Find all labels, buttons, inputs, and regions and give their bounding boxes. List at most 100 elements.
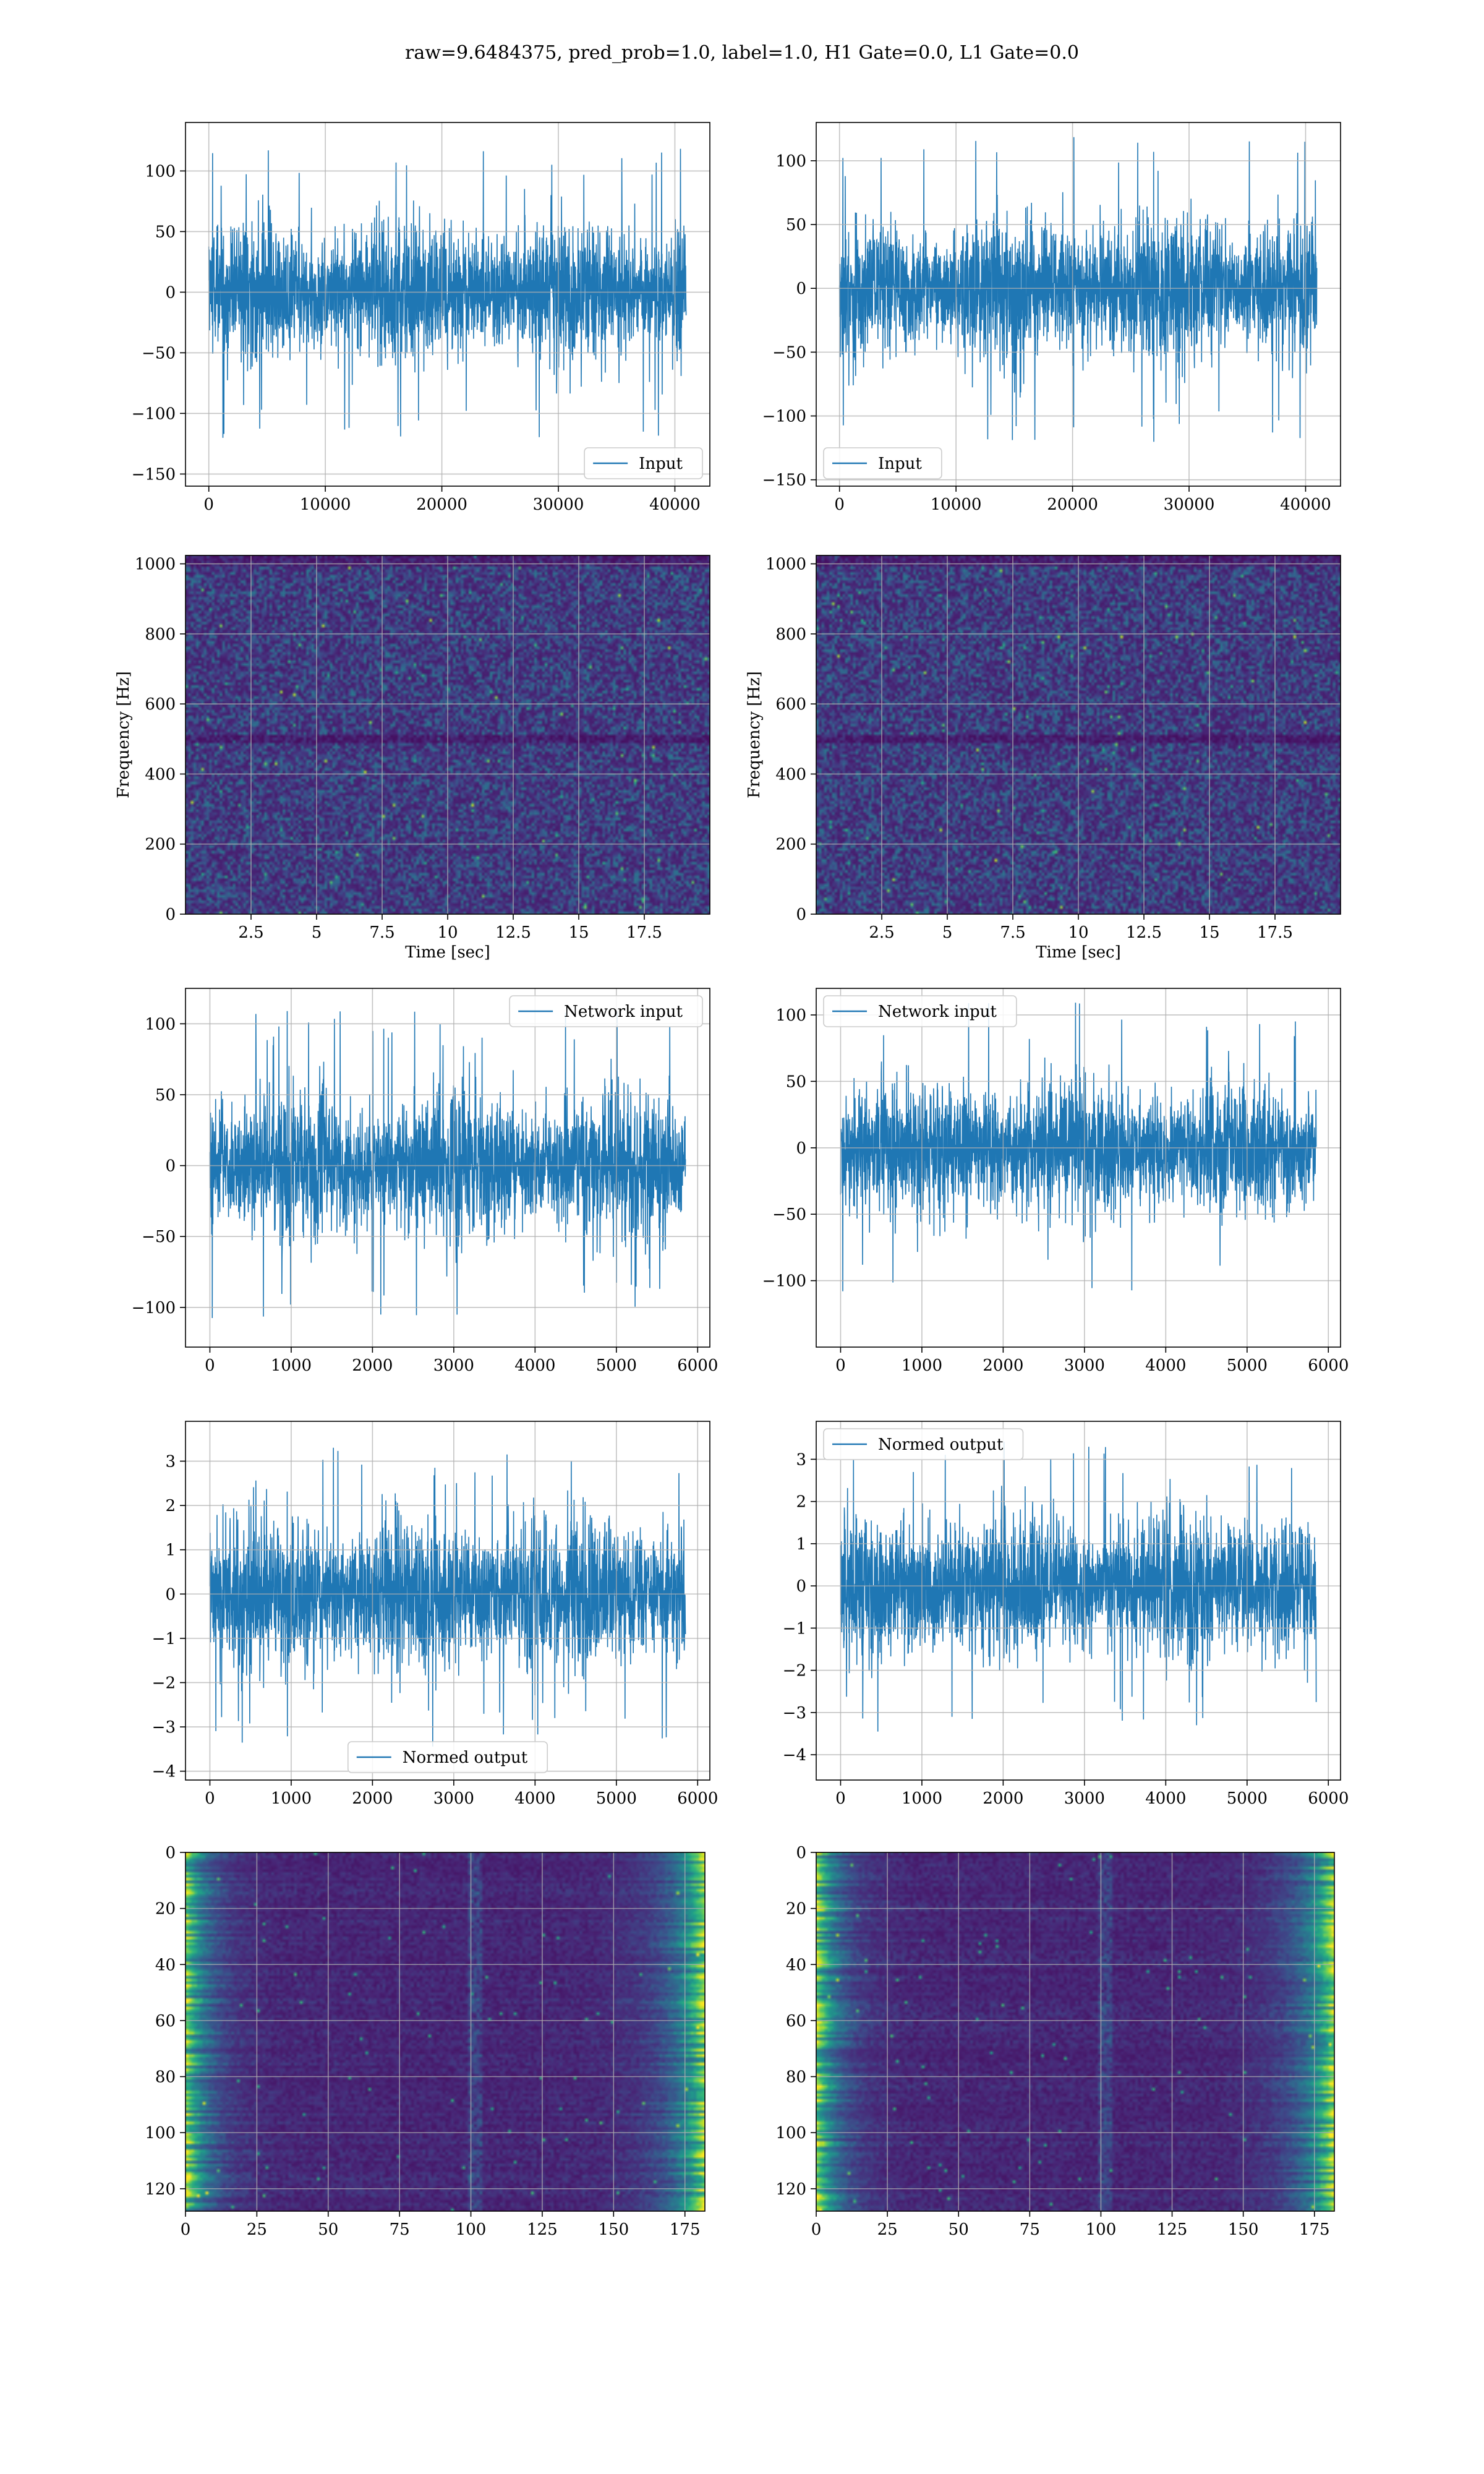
l1-normed-output-ytick-label-1: −3: [783, 1704, 806, 1723]
l1-normed-output-ytick-label-7: 3: [796, 1450, 806, 1469]
h1-network-input-xtick-label-4: 4000: [514, 1356, 555, 1375]
l1-spectrogram-ytick-label-0: 0: [796, 905, 806, 924]
h1-input-xtick-label-0: 0: [203, 495, 214, 514]
h1-normed-output-ytick-label-4: 0: [165, 1585, 176, 1604]
l1-spectrogram-ytick-label-5: 1000: [765, 555, 806, 574]
h1-input-xtick-label-3: 30000: [533, 495, 584, 514]
l1-input-legend: Input: [823, 447, 942, 479]
h1-spectrogram-ytick-label-2: 400: [145, 765, 176, 784]
l1-spectrogram-ylabel: Frequency [Hz]: [745, 671, 764, 798]
l1-network-input-ytick-label-2: 0: [796, 1139, 806, 1158]
h1-normed-output-ytick-label-2: −2: [152, 1674, 176, 1692]
h1-normed-output-axes-frame: [185, 1421, 710, 1781]
h1-feature-map-xtick-label-7: 175: [670, 2220, 701, 2239]
l1-spectrogram-xtick-label-0: 2.5: [869, 923, 894, 942]
h1-feature-map-panel: 0 25 50 75 100 125 150 175 0 20 40 60 80 100 120: [145, 1844, 706, 2239]
l1-feature-map-panel: 0 25 50 75 100 125 150 175 0 20 40 60 80 100 120: [775, 1844, 1335, 2239]
l1-normed-output-ytick-label-5: 1: [796, 1535, 806, 1554]
h1-normed-output-xtick-label-5: 5000: [596, 1789, 637, 1808]
l1-spectrogram-xtick-label-1: 5: [942, 923, 953, 942]
l1-normed-output-axes-frame: [816, 1421, 1341, 1781]
h1-network-input-ytick-label-1: −50: [142, 1228, 176, 1246]
h1-input-ytick-label-2: −50: [142, 344, 176, 362]
h1-normed-output-xtick-label-0: 0: [205, 1789, 215, 1808]
l1-input-ytick-label-3: 0: [796, 280, 806, 298]
l1-normed-output-ytick-label-3: −1: [783, 1619, 806, 1638]
l1-feature-map-ytick-label-3: 60: [786, 2012, 806, 2031]
h1-feature-map-xtick-label-4: 100: [456, 2220, 487, 2239]
l1-network-input-xtick-label-1: 1000: [902, 1356, 942, 1375]
h1-spectrogram-xtick-label-2: 7.5: [369, 923, 394, 942]
h1-feature-map-ytick-label-1: 20: [155, 1900, 176, 1919]
h1-network-input-series-line: [209, 1011, 686, 1319]
h1-input-ytick-label-4: 50: [155, 223, 176, 241]
l1-spectrogram-ytick-label-1: 200: [775, 836, 806, 854]
h1-feature-map-ytick-label-3: 60: [155, 2012, 176, 2031]
h1-input-xtick-label-4: 40000: [649, 495, 701, 514]
h1-feature-map-xtick-label-0: 0: [181, 2220, 191, 2239]
l1-input-legend-box: [823, 447, 942, 479]
figure-title: raw=9.6484375, pred_prob=1.0, label=1.0,…: [405, 42, 1079, 64]
l1-spectrogram-panel: 2.5 5 7.5 10 12.5 15 17.5 0 200 400 600 800 1000 Time…: [745, 555, 1341, 962]
h1-spectrogram-ytick-label-4: 800: [145, 625, 176, 644]
h1-normed-output-panel: 0 1000 2000 3000 4000 5000 6000 −4 −3 −2 −1 0 1 2 3 Nor…: [152, 1421, 718, 1808]
l1-normed-output-xtick-label-5: 5000: [1227, 1789, 1268, 1808]
l1-feature-map-xtick-label-7: 175: [1299, 2220, 1330, 2239]
l1-network-input-xtick-label-3: 3000: [1064, 1356, 1105, 1375]
l1-spectrogram-xtick-label-2: 7.5: [1000, 923, 1025, 942]
h1-network-input-ytick-label-0: −100: [132, 1299, 176, 1317]
h1-network-input-xtick-label-5: 5000: [596, 1356, 637, 1375]
l1-network-input-legend: Network input: [823, 995, 1017, 1027]
l1-network-input-ytick-label-3: 50: [786, 1072, 806, 1091]
h1-spectrogram-xtick-label-6: 17.5: [626, 923, 662, 942]
l1-normed-output-ytick-label-4: 0: [796, 1577, 806, 1596]
h1-normed-output-ytick-label-3: −1: [152, 1630, 176, 1648]
h1-feature-map-axes-frame: [185, 1852, 706, 2212]
h1-input-legend: Input: [584, 447, 703, 479]
l1-normed-output-legend: Normed output: [823, 1428, 1024, 1460]
h1-network-input-xtick-label-0: 0: [205, 1356, 215, 1375]
l1-feature-map-xtick-label-0: 0: [811, 2220, 822, 2239]
h1-feature-map-heatmap-image: [186, 1852, 705, 2211]
h1-normed-output-xtick-label-1: 1000: [271, 1789, 312, 1808]
h1-normed-output-ytick-label-1: −3: [152, 1718, 176, 1737]
l1-feature-map-ytick-label-6: 120: [775, 2180, 806, 2199]
l1-network-input-axes-frame: [816, 988, 1341, 1348]
l1-normed-output-panel: 0 1000 2000 3000 4000 5000 6000 −4 −3 −2 −1 0 1 2 3 Nor…: [783, 1421, 1349, 1808]
h1-network-input-xtick-label-3: 3000: [433, 1356, 474, 1375]
h1-normed-output-ytick-label-7: 3: [165, 1452, 176, 1471]
h1-spectrogram-xlabel: Time [sec]: [405, 943, 490, 962]
h1-normed-output-series-line: [209, 1447, 686, 1747]
h1-normed-output-legend-label: Normed output: [403, 1748, 528, 1767]
l1-input-xtick-label-2: 20000: [1047, 495, 1098, 514]
l1-input-legend-label: Input: [878, 455, 922, 473]
l1-input-xtick-label-0: 0: [834, 495, 845, 514]
l1-normed-output-xtick-label-1: 1000: [902, 1789, 942, 1808]
l1-spectrogram-xlabel: Time [sec]: [1036, 943, 1121, 962]
h1-input-legend-box: [584, 447, 703, 479]
l1-network-input-series-line: [840, 1003, 1317, 1291]
h1-spectrogram-xtick-label-0: 2.5: [238, 923, 263, 942]
h1-network-input-xtick-label-2: 2000: [352, 1356, 393, 1375]
l1-spectrogram-xtick-label-5: 15: [1199, 923, 1219, 942]
h1-spectrogram-xtick-label-5: 15: [568, 923, 589, 942]
l1-network-input-xtick-label-0: 0: [835, 1356, 846, 1375]
h1-spectrogram-ytick-label-3: 600: [145, 695, 176, 714]
h1-normed-output-xtick-label-2: 2000: [352, 1789, 393, 1808]
h1-network-input-xtick-label-6: 6000: [677, 1356, 718, 1375]
h1-normed-output-legend: Normed output: [347, 1741, 548, 1773]
h1-input-axes-frame: [185, 122, 710, 487]
l1-normed-output-xtick-label-6: 6000: [1308, 1789, 1349, 1808]
h1-network-input-legend-box: [509, 995, 703, 1027]
h1-feature-map-ytick-label-4: 80: [155, 2068, 176, 2087]
l1-input-xtick-label-3: 30000: [1164, 495, 1215, 514]
h1-input-xtick-label-2: 20000: [416, 495, 467, 514]
l1-network-input-legend-box: [823, 995, 1017, 1027]
h1-normed-output-xtick-label-4: 4000: [514, 1789, 555, 1808]
l1-feature-map-xtick-label-6: 150: [1228, 2220, 1259, 2239]
l1-network-input-xtick-label-6: 6000: [1308, 1356, 1349, 1375]
l1-normed-output-xtick-label-4: 4000: [1145, 1789, 1186, 1808]
l1-network-input-ytick-label-4: 100: [775, 1006, 806, 1025]
l1-network-input-xtick-label-5: 5000: [1227, 1356, 1268, 1375]
l1-input-ytick-label-1: −100: [762, 408, 806, 426]
